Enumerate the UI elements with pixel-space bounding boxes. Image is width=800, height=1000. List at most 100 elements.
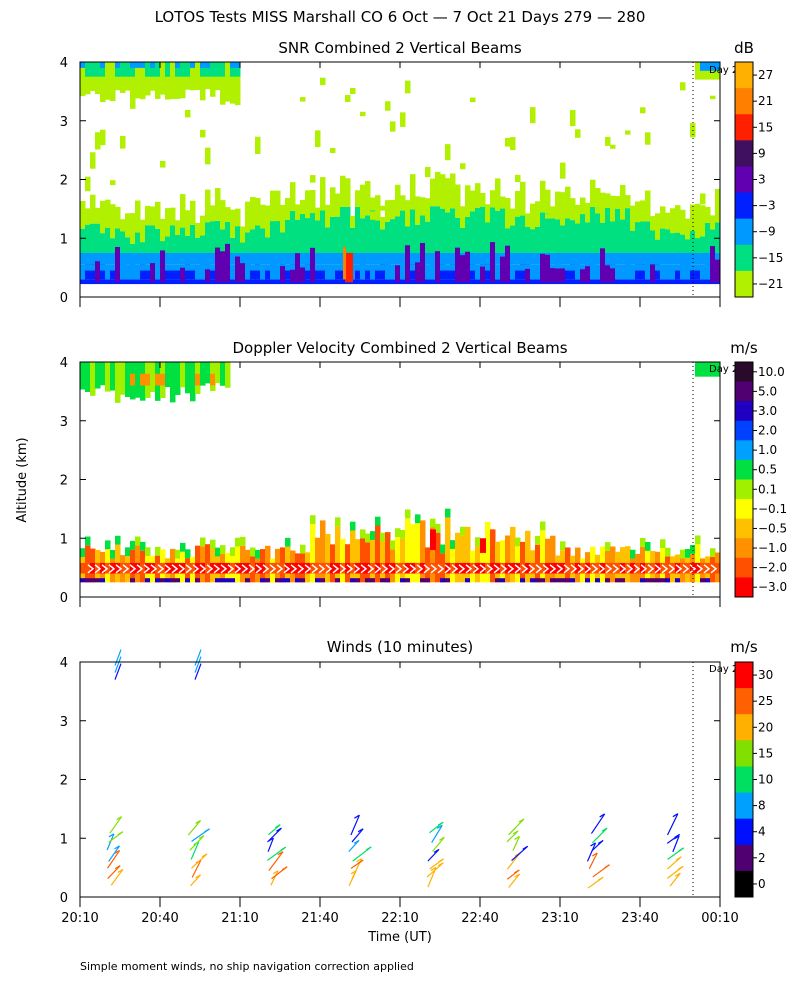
doppler-cell [350,521,356,531]
doppler-cell [645,578,651,583]
doppler-chevron [171,564,179,574]
snr-cell [155,247,161,265]
doppler-chevron [332,564,340,574]
wind-barb [114,649,122,666]
snr-cell [685,218,691,240]
doppler-cell [665,578,671,583]
wind-barb-flag [437,862,444,867]
snr-cell [640,264,646,271]
wind-barb-flag [597,876,604,881]
snr-cell [355,266,361,280]
snr-cell [545,242,551,265]
colorbar-label: 25 [758,694,773,708]
doppler-chevron [276,564,284,574]
doppler-cell [690,545,696,554]
snr-cell [665,264,671,271]
colorbar-swatch [735,459,753,480]
snr-cell [195,237,201,253]
doppler-cell [535,562,541,574]
y-tick-label: 1 [60,832,68,847]
wind-barb-flag [436,824,443,829]
snr-cell [225,221,231,253]
colorbar-swatch [735,270,753,298]
doppler-cell [200,362,206,386]
doppler-cell [430,527,436,583]
doppler-cell [430,518,436,528]
wind-barb [190,874,202,887]
doppler-cell [220,562,226,574]
snr-cell [670,264,676,271]
snr-cell [630,205,636,231]
doppler-cell [445,578,451,583]
snr-cell [610,195,616,222]
snr-cell [290,269,296,283]
snr-cell [490,242,496,283]
doppler-cell [435,532,441,583]
winds-axes: 0 1 2 3 4 20:10 20:40 21:10 21:40 22:10 22:40 23:10… [60,656,739,926]
doppler-cell [610,562,616,574]
snr-cell [480,206,486,253]
snr-cell [575,263,581,280]
doppler-chevron [682,564,690,574]
snr-cell [540,212,546,253]
doppler-cell [270,562,276,574]
wind-barb [194,656,202,673]
snr-cell [495,279,501,285]
doppler-chevron [381,564,389,574]
doppler-chevron [409,564,417,574]
snr-cell [495,265,501,280]
doppler-cell [370,578,376,583]
wind-barb [669,872,681,887]
snr-cell [180,247,186,265]
snr-cell [375,247,381,265]
snr-cell [695,205,701,239]
snr-cell [370,211,376,220]
doppler-cell [225,578,231,583]
doppler-cell [370,531,376,540]
snr-cell [555,264,561,271]
snr-cell [325,247,331,265]
snr-cell [230,62,236,68]
doppler-cell [295,578,301,583]
doppler-cell [85,578,91,583]
snr-axes: 0 1 2 3 4 [60,56,721,307]
snr-cell [365,267,371,280]
y-tick-label: 0 [60,291,68,306]
snr-cell [85,261,91,280]
snr-cell [80,62,86,90]
doppler-cell [130,562,136,574]
snr-cell [225,62,231,102]
snr-cell [525,242,531,265]
doppler-cell [590,562,596,574]
snr-cell [645,252,651,265]
snr-cell [700,270,706,280]
snr-cell [195,62,201,91]
snr-cell [680,82,686,91]
doppler-cell [440,544,446,554]
snr-cell [165,279,171,285]
colorbar-label: 1.0 [758,443,777,457]
doppler-cell [95,578,101,583]
doppler-cell [275,578,281,583]
snr-cell [430,178,436,207]
snr-cell [185,264,191,271]
doppler-cell [175,578,181,583]
doppler-chevron [458,564,466,574]
snr-cell [470,248,476,265]
colorbar-swatch [735,740,753,767]
snr-cell [180,194,186,228]
snr-cell [330,148,336,154]
doppler-cell [145,547,151,557]
doppler-cell [250,547,256,557]
snr-cell [230,237,236,253]
wind-barb-flag [514,835,520,840]
snr-cell [265,205,271,238]
snr-cell [615,267,621,280]
snr-cell [350,87,356,95]
wind-barb [591,827,608,844]
snr-cell [615,252,621,265]
snr-cell [160,241,166,253]
doppler-cell [420,578,426,583]
doppler-chevron [612,564,620,574]
doppler-chevron [241,564,249,574]
